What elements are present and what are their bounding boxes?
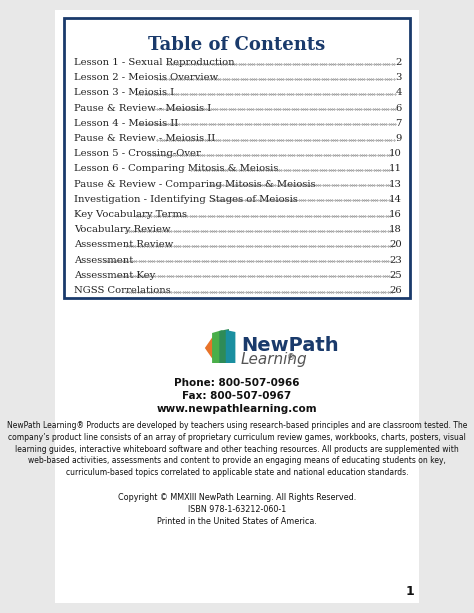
Text: 2: 2	[395, 58, 402, 67]
Text: Lesson 2 - Meiosis Overview: Lesson 2 - Meiosis Overview	[74, 73, 218, 82]
Text: Assessment Key: Assessment Key	[74, 271, 155, 280]
Text: 16: 16	[389, 210, 402, 219]
Text: Key Vocabulary Terms: Key Vocabulary Terms	[74, 210, 187, 219]
Text: 11: 11	[389, 164, 402, 173]
Text: Table of Contents: Table of Contents	[148, 36, 326, 54]
Text: 13: 13	[389, 180, 402, 189]
Text: NewPath: NewPath	[241, 336, 338, 355]
Text: Pause & Review - Meiosis I: Pause & Review - Meiosis I	[74, 104, 211, 113]
Text: Assessment Review: Assessment Review	[74, 240, 173, 249]
Text: Assessment: Assessment	[74, 256, 133, 265]
Text: 25: 25	[389, 271, 402, 280]
Text: Pause & Review - Meiosis II: Pause & Review - Meiosis II	[74, 134, 215, 143]
Text: Lesson 6 - Comparing Mitosis & Meiosis: Lesson 6 - Comparing Mitosis & Meiosis	[74, 164, 278, 173]
Polygon shape	[212, 330, 222, 363]
Text: 7: 7	[395, 119, 402, 128]
Text: Pause & Review - Comparing Mitosis & Meiosis: Pause & Review - Comparing Mitosis & Mei…	[74, 180, 316, 189]
Text: 20: 20	[389, 240, 402, 249]
Text: 4: 4	[395, 88, 402, 97]
FancyBboxPatch shape	[55, 10, 419, 603]
Text: 23: 23	[389, 256, 402, 265]
Text: 14: 14	[389, 195, 402, 204]
Text: NGSS Correlations: NGSS Correlations	[74, 286, 171, 295]
FancyBboxPatch shape	[64, 18, 410, 298]
Text: ®: ®	[287, 353, 295, 362]
Text: Lesson 5 - Crossing-Over: Lesson 5 - Crossing-Over	[74, 149, 201, 158]
Text: Printed in the United States of America.: Printed in the United States of America.	[157, 517, 317, 526]
Text: 6: 6	[395, 104, 402, 113]
Text: 9: 9	[395, 134, 402, 143]
Text: Vocabulary Review: Vocabulary Review	[74, 225, 170, 234]
Text: www.newpathlearning.com: www.newpathlearning.com	[157, 404, 317, 414]
Text: 18: 18	[389, 225, 402, 234]
Text: NewPath Learning® Products are developed by teachers using research-based princi: NewPath Learning® Products are developed…	[7, 421, 467, 477]
Text: 3: 3	[395, 73, 402, 82]
Text: Copyright © MMXIII NewPath Learning. All Rights Reserved.: Copyright © MMXIII NewPath Learning. All…	[118, 493, 356, 502]
Text: Learning: Learning	[241, 352, 308, 367]
Text: Phone: 800-507-0966: Phone: 800-507-0966	[174, 378, 300, 388]
Text: 10: 10	[389, 149, 402, 158]
Text: Investigation - Identifying Stages of Meiosis: Investigation - Identifying Stages of Me…	[74, 195, 298, 204]
Text: Fax: 800-507-0967: Fax: 800-507-0967	[182, 391, 292, 401]
Text: Lesson 1 - Sexual Reproduction: Lesson 1 - Sexual Reproduction	[74, 58, 235, 67]
Polygon shape	[219, 329, 229, 363]
Text: 26: 26	[389, 286, 402, 295]
Polygon shape	[226, 330, 236, 363]
Text: 1: 1	[406, 585, 415, 598]
Text: ISBN 978-1-63212-060-1: ISBN 978-1-63212-060-1	[188, 505, 286, 514]
Polygon shape	[205, 333, 215, 363]
Text: Lesson 3 - Meiosis I: Lesson 3 - Meiosis I	[74, 88, 174, 97]
Text: Lesson 4 - Meiosis II: Lesson 4 - Meiosis II	[74, 119, 178, 128]
